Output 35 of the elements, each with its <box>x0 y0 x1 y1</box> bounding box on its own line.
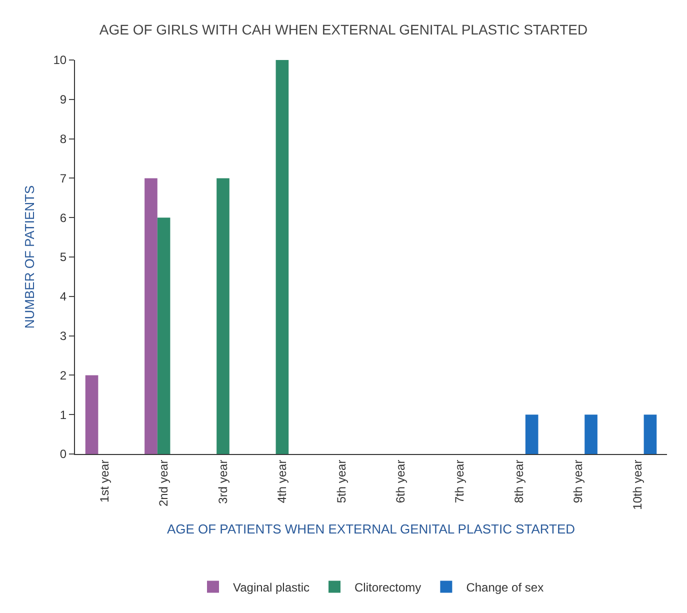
x-tick-label: 10th year <box>630 460 644 510</box>
x-tick-label: 6th year <box>394 460 408 504</box>
y-tick-label: 10 <box>53 53 67 68</box>
y-tick-label: 3 <box>60 329 67 343</box>
x-tick-label: 1st year <box>98 460 112 502</box>
y-tick-label: 4 <box>60 290 67 304</box>
x-tick-label: 2nd year <box>156 460 171 507</box>
bar <box>525 414 538 454</box>
bar <box>276 60 289 454</box>
y-tick-label: 7 <box>60 171 67 186</box>
x-tick-label: 8th year <box>512 460 526 504</box>
bar <box>157 218 170 454</box>
y-tick-label: 8 <box>60 132 67 146</box>
x-tick-label: 9th year <box>571 460 586 504</box>
x-tick-label: 4th year <box>275 460 290 504</box>
chart-title: AGE OF GIRLS WITH CAH WHEN EXTERNAL GENITAL PLASTIC STARTED <box>99 21 588 38</box>
bar <box>216 178 230 454</box>
legend-label: Vaginal plastic <box>233 580 310 594</box>
x-axis-title: AGE OF PATIENTS WHEN EXTERNAL GENITAL PLASTIC STARTED <box>166 521 576 536</box>
y-axis-title: NUMBER OF PATIENTS <box>22 185 38 329</box>
bar <box>584 414 598 454</box>
y-tick-label: 9 <box>60 92 67 107</box>
x-tick-label: 3rd year <box>216 460 230 504</box>
bar <box>85 375 98 454</box>
y-tick-label: 6 <box>60 210 67 225</box>
x-tick-label: 7th year <box>452 460 467 504</box>
legend-label: Clitorectomy <box>354 580 422 594</box>
y-tick-label: 5 <box>60 250 67 264</box>
y-tick-label: 0 <box>60 447 67 462</box>
bar <box>644 414 657 454</box>
legend-label: Change of sex <box>466 580 544 594</box>
bar <box>144 178 158 454</box>
y-tick-label: 2 <box>60 368 67 382</box>
y-tick-label: 1 <box>60 408 67 422</box>
x-tick-label: 5th year <box>334 460 348 504</box>
